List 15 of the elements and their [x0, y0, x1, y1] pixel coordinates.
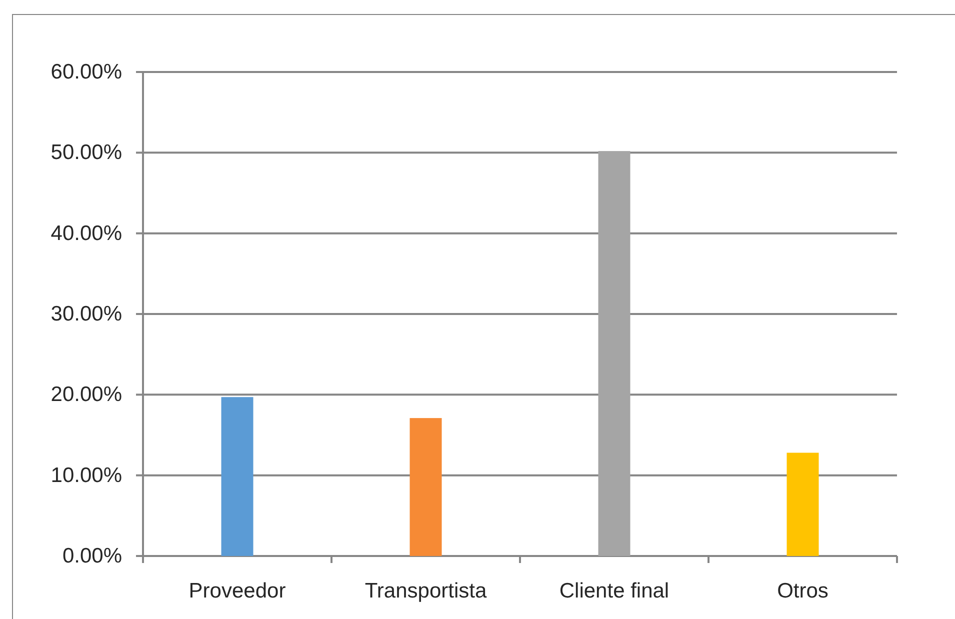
y-tick-label: 20.00%: [50, 383, 122, 406]
bar: [410, 418, 442, 556]
y-tick-label: 40.00%: [50, 222, 122, 245]
x-tick-label: Proveedor: [188, 580, 286, 602]
x-tick-label: Otros: [777, 580, 828, 602]
y-tick-label: 30.00%: [50, 302, 122, 326]
x-tick-label: Transportista: [364, 580, 487, 602]
y-tick-label: 50.00%: [50, 141, 122, 164]
y-tick-label: 0.00%: [62, 544, 122, 568]
bar: [221, 397, 254, 556]
bar: [598, 151, 630, 556]
y-tick-label: 60.00%: [50, 60, 122, 84]
bar: [786, 452, 819, 556]
y-tick-label: 10.00%: [50, 464, 122, 487]
x-tick-label: Cliente final: [559, 580, 670, 602]
